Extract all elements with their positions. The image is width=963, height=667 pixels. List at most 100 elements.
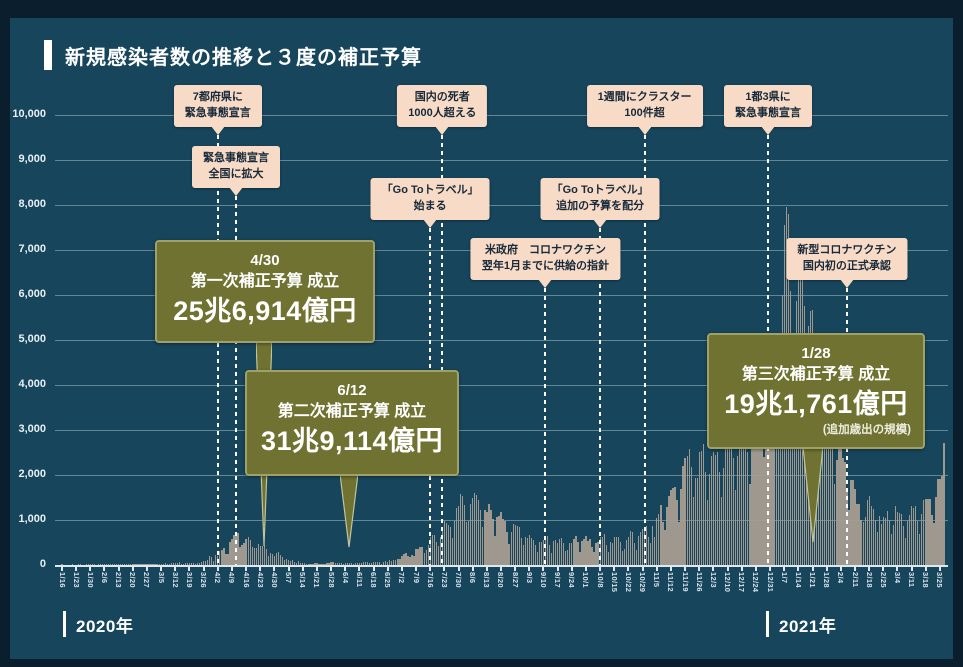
bar [192,563,195,565]
title-block: 新規感染者数の推移と３度の補正予算 [44,40,422,70]
bar [107,564,110,565]
bar [639,532,642,565]
bar [405,552,407,565]
x-axis-tick [188,567,191,571]
bar [506,531,508,565]
x-axis-tick [301,567,304,571]
x-axis-tick [457,567,460,571]
bar [765,402,767,565]
x-axis-label: 1/30 [85,572,95,588]
bar [567,550,569,565]
x-axis-label: 3/12 [170,572,180,588]
x-axis-tick [386,567,389,571]
bar [722,467,725,565]
bar [898,513,901,565]
x-axis-label: 12/3 [708,572,718,588]
budget-callout-third: 1/28 第三次補正予算 成立 19兆1,761億円 (追加歳出の規模) [707,333,925,449]
bar [304,563,306,565]
bar [188,563,191,565]
x-axis-tick [89,567,92,571]
bar [858,503,860,565]
event-callout-tail [637,126,652,135]
event-callout-us-vaccine-supply-plan: 米政府 コロナワクチン 翌年1月までに供給の指針 [470,238,621,280]
bar [298,561,300,565]
x-axis-tick [287,567,290,571]
bar [676,500,678,565]
bar [635,550,638,565]
bar [407,555,409,565]
bar [642,528,644,565]
bar [915,505,917,565]
bar [451,538,454,565]
bar [350,563,352,565]
bar [759,390,761,565]
bar [694,477,696,565]
bar [902,526,905,565]
bar [265,549,268,565]
bar [275,553,278,565]
bar [664,529,666,565]
x-axis-tick [868,567,871,571]
bar [743,420,745,565]
bar [312,563,314,565]
x-axis-tick [245,567,248,571]
bar [894,505,897,565]
bar [466,521,468,565]
bar [678,522,680,565]
event-callout-tail [228,187,243,196]
bar [672,488,674,565]
bar [296,562,298,565]
bar [403,553,405,565]
grid-line [55,475,948,476]
bar [828,405,830,565]
bar [573,539,575,565]
bar [680,488,682,565]
bar [168,563,170,565]
event-callout-text: 「Go Toトラベル」 [551,184,649,196]
event-callout-text: 追加の予算を配分 [556,199,645,212]
x-axis-label: 1/23 [71,572,81,588]
bar [140,564,142,565]
bar [528,534,530,565]
bar [259,545,261,565]
bar [775,424,777,565]
bar [277,551,280,565]
bar [211,557,213,565]
bar [492,519,494,565]
bar [878,516,880,565]
bar [164,562,166,565]
bar [761,420,763,565]
bar [342,563,344,565]
x-axis-tick [811,567,814,571]
event-dashed-line [544,288,547,565]
x-axis-label: 3/11 [907,572,917,588]
bar [848,510,850,565]
bar [247,536,249,565]
bar [383,562,385,565]
x-axis-label: 3/18 [921,572,931,588]
bar [370,563,373,565]
bar [198,563,201,565]
bar [77,564,79,565]
bar [332,561,334,565]
x-axis-label: 3/4 [892,572,902,584]
bar [856,503,858,565]
bar [87,564,89,565]
bar [453,520,456,565]
x-axis-label: 4/23 [255,572,265,588]
x-axis-tick [740,567,743,571]
bar [130,564,132,565]
bar [71,564,73,565]
bar [724,438,727,565]
bar [500,511,502,565]
bar [824,386,826,565]
x-axis-tick [131,567,134,571]
bar [484,510,486,565]
bar [413,555,415,565]
bar [565,550,567,565]
x-axis-label: 12/24 [751,572,761,593]
bar [395,560,397,565]
bar [229,542,231,565]
bar [463,505,466,565]
event-dashed-line [234,196,237,565]
